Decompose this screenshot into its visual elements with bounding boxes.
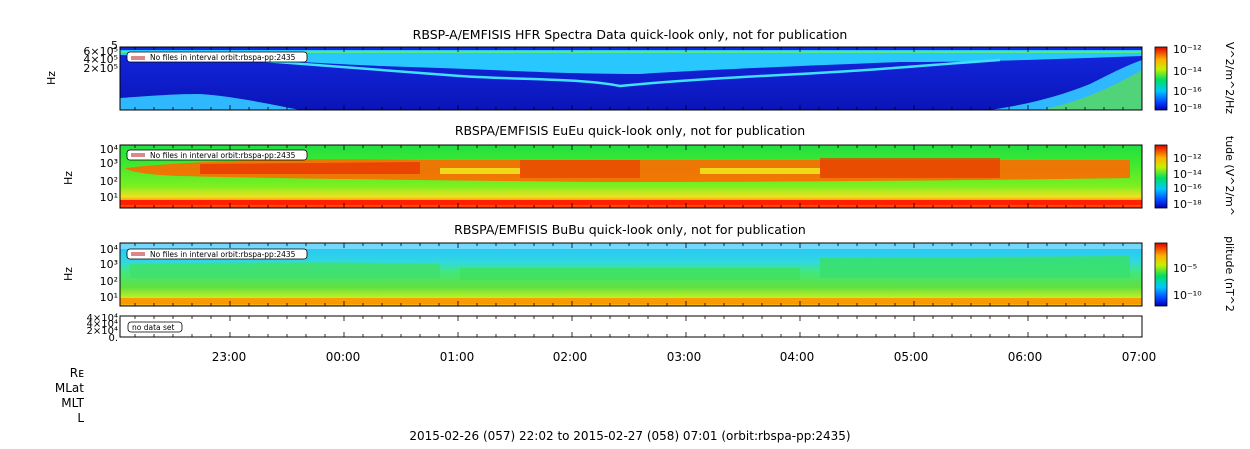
x-tick-label: 07:00 — [1122, 350, 1157, 364]
y-tick-label: 10² — [100, 175, 118, 188]
panel-bubu: RBSPA/EMFISIS BuBu quick-look only, not … — [62, 222, 1236, 312]
panel-title: RBSP-A/EMFISIS HFR Spectra Data quick-lo… — [413, 27, 848, 42]
spectrogram-feature — [130, 262, 440, 278]
notice-text: No files in interval orbit:rbspa-pp:2435 — [150, 250, 296, 259]
ephemeris-label-l: L — [77, 411, 84, 425]
colorbar-tick-label: 10⁻¹⁸ — [1173, 198, 1202, 211]
spectrogram-feature — [1040, 70, 1142, 110]
colorbar-tick-label: 10⁻¹⁸ — [1173, 102, 1202, 115]
x-tick-label: 01:00 — [440, 350, 475, 364]
spectrogram-feature — [820, 158, 1000, 178]
colorbar-tick-label: 10⁻¹⁶ — [1173, 182, 1202, 195]
ephemeris-label-mlat: MLat — [55, 381, 84, 395]
spectrogram-feature — [200, 162, 420, 174]
y-tick-label: 2×10⁵ — [83, 62, 118, 75]
x-axis: 23:00 00:00 01:00 02:00 03:00 04:00 05:0… — [212, 350, 1157, 364]
x-tick-label: 02:00 — [553, 350, 588, 364]
spectrogram-feature — [440, 168, 520, 174]
panel-empty: no data set 4×10⁴ 4×10⁴ 2×10⁴ 0. — [87, 313, 1143, 344]
y-tick-label: 4×10⁵ — [83, 53, 118, 66]
y-tick-label: 10² — [100, 275, 118, 288]
notice-text: No files in interval orbit:rbspa-pp:2435 — [150, 151, 296, 160]
y-tick-label: 4×10⁴ — [87, 313, 118, 324]
panel-title: RBSPA/EMFISIS EuEu quick-look only, not … — [455, 123, 805, 138]
notice-icon — [131, 56, 145, 60]
notice-icon — [131, 153, 145, 157]
plot-frame — [119, 242, 1143, 307]
spectrogram-feature — [120, 51, 1142, 53]
spectrogram-feature — [120, 200, 1142, 205]
y-tick-label: 10⁴ — [100, 243, 119, 256]
y-tick-label: 5 — [111, 39, 118, 52]
x-tick-label: 00:00 — [326, 350, 361, 364]
spectrogram-feature — [120, 298, 1142, 304]
spectrogram-feature — [820, 256, 1130, 278]
colorbar — [1154, 46, 1168, 111]
spectrogram-feature — [460, 268, 800, 280]
y-tick-label: 4×10⁴ — [87, 319, 118, 330]
ephemeris-label-mlt: MLT — [61, 396, 84, 410]
y-axis-label: Hz — [62, 171, 75, 185]
y-tick-label: 10³ — [100, 157, 118, 170]
colorbar-tick-label: 10⁻¹² — [1173, 43, 1202, 56]
x-tick-label: 03:00 — [667, 350, 702, 364]
spectrogram-feature — [120, 94, 300, 110]
spectrogram-feature — [120, 243, 1142, 249]
y-tick-label: 10¹ — [100, 291, 118, 304]
spectrogram-feature — [120, 50, 1142, 74]
colorbar-tick-label: 10⁻¹² — [1173, 152, 1202, 165]
panel-hfr: RBSP-A/EMFISIS HFR Spectra Data quick-lo… — [45, 27, 1236, 115]
y-tick-label: 2×10⁴ — [87, 326, 118, 337]
panel-title: RBSPA/EMFISIS BuBu quick-look only, not … — [454, 222, 806, 237]
panel-eueu: RBSPA/EMFISIS EuEu quick-look only, not … — [62, 123, 1236, 216]
y-axis-label: Hz — [62, 267, 75, 281]
colorbar-label: tude (V^2/m^ — [1223, 136, 1236, 216]
colorbar-label: plitude (nT^2 — [1223, 236, 1236, 312]
y-axis-label: Hz — [45, 71, 58, 85]
x-tick-label: 23:00 — [212, 350, 247, 364]
plot-frame — [119, 315, 1143, 338]
y-tick-label: 0. — [108, 333, 118, 344]
colorbar-label: V^2/m^2/Hz — [1223, 42, 1236, 114]
colorbar — [1154, 242, 1168, 307]
plot-frame — [119, 46, 1143, 111]
y-tick-label: 10⁴ — [100, 143, 119, 156]
notice-box — [127, 321, 183, 333]
ephemeris-labels: Rᴇ MLat MLT L — [55, 366, 85, 425]
x-tick-label: 05:00 — [894, 350, 929, 364]
x-tick-label: 04:00 — [780, 350, 815, 364]
y-tick-label: 10³ — [100, 258, 118, 271]
spectrogram-feature — [700, 168, 820, 174]
notice-text: No files in interval orbit:rbspa-pp:2435 — [150, 53, 296, 62]
colorbar-tick-label: 10⁻¹⁰ — [1173, 289, 1202, 302]
notice-box — [126, 51, 308, 63]
colorbar-tick-label: 10⁻⁵ — [1173, 262, 1197, 275]
notice-text: no data set — [132, 323, 175, 332]
x-tick-label: 06:00 — [1008, 350, 1043, 364]
colorbar-tick-label: 10⁻¹⁶ — [1173, 85, 1202, 98]
tick-marks — [134, 47, 1124, 337]
spectrogram-feature — [249, 58, 1001, 88]
colorbar-tick-label: 10⁻¹⁴ — [1173, 168, 1202, 181]
y-tick-label: 10¹ — [100, 191, 118, 204]
notice-box — [126, 149, 308, 161]
colorbar — [1154, 144, 1168, 209]
footer-time-range: 2015-02-26 (057) 22:02 to 2015-02-27 (05… — [409, 429, 850, 443]
y-tick-label: 6×10⁵ — [83, 45, 118, 58]
notice-box — [126, 248, 308, 260]
ephemeris-label-re: Rᴇ — [70, 366, 84, 380]
notice-icon — [131, 252, 145, 256]
spectrogram-feature — [520, 160, 640, 178]
colorbar-tick-label: 10⁻¹⁴ — [1173, 65, 1202, 78]
plot-frame — [119, 144, 1143, 209]
